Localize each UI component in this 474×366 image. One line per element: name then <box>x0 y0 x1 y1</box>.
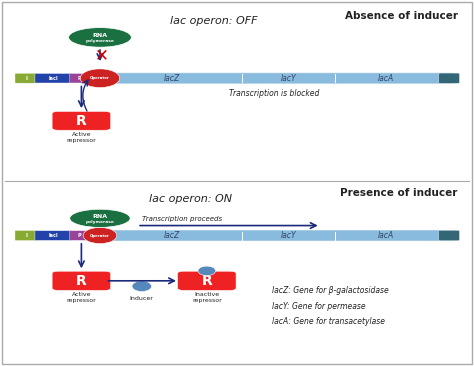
Text: lacY: lacY <box>280 231 296 240</box>
Text: ✕: ✕ <box>95 46 109 64</box>
Text: RNA: RNA <box>92 214 108 219</box>
Text: polymerase: polymerase <box>85 38 114 42</box>
Text: Operator: Operator <box>90 234 110 238</box>
Ellipse shape <box>83 227 117 244</box>
Text: polymerase: polymerase <box>85 220 114 224</box>
Text: lacY: lacY <box>280 74 296 83</box>
Text: Inactive
repressor: Inactive repressor <box>192 292 222 303</box>
Text: Active
repressor: Active repressor <box>66 132 96 143</box>
FancyBboxPatch shape <box>178 271 236 290</box>
FancyBboxPatch shape <box>35 74 72 83</box>
Text: Transcription proceeds: Transcription proceeds <box>142 216 222 222</box>
FancyBboxPatch shape <box>438 73 459 83</box>
Text: lacZ: lacZ <box>164 231 180 240</box>
FancyBboxPatch shape <box>52 111 110 130</box>
Ellipse shape <box>70 209 130 227</box>
FancyBboxPatch shape <box>438 230 459 241</box>
FancyBboxPatch shape <box>52 271 110 290</box>
Text: Transcription is blocked: Transcription is blocked <box>229 89 319 98</box>
Text: Inducer: Inducer <box>130 296 154 301</box>
Text: lac operon: OFF: lac operon: OFF <box>170 16 257 26</box>
FancyBboxPatch shape <box>70 74 89 83</box>
FancyBboxPatch shape <box>35 231 72 240</box>
Text: Presence of inducer: Presence of inducer <box>340 188 457 198</box>
Ellipse shape <box>69 27 131 47</box>
Text: lacA: lacA <box>377 74 394 83</box>
Text: P: P <box>78 233 82 238</box>
Text: P: P <box>78 76 82 81</box>
FancyBboxPatch shape <box>103 73 455 83</box>
Text: R: R <box>201 274 212 288</box>
Text: lacZ: Gene for β-galactosidase: lacZ: Gene for β-galactosidase <box>272 286 389 295</box>
Text: R: R <box>76 114 87 128</box>
Text: lacA: lacA <box>377 231 394 240</box>
Text: lacI: lacI <box>49 76 58 81</box>
Ellipse shape <box>198 266 216 276</box>
Text: Absence of inducer: Absence of inducer <box>345 11 457 21</box>
FancyBboxPatch shape <box>103 230 455 241</box>
Text: I: I <box>25 76 27 81</box>
Text: lac operon: ON: lac operon: ON <box>149 194 232 204</box>
Text: RNA: RNA <box>92 33 108 38</box>
FancyBboxPatch shape <box>15 231 37 240</box>
Text: Operator: Operator <box>90 76 110 80</box>
Text: lacA: Gene for transacetylase: lacA: Gene for transacetylase <box>272 317 385 326</box>
Text: lacZ: lacZ <box>164 74 180 83</box>
FancyBboxPatch shape <box>15 73 37 83</box>
Text: lacI: lacI <box>49 233 58 238</box>
Ellipse shape <box>132 281 152 291</box>
Text: Active
repressor: Active repressor <box>66 292 96 303</box>
FancyBboxPatch shape <box>70 231 89 240</box>
Text: lacY: Gene for permease: lacY: Gene for permease <box>272 302 365 311</box>
Text: I: I <box>25 233 27 238</box>
Ellipse shape <box>80 69 120 87</box>
Text: R: R <box>76 274 87 288</box>
